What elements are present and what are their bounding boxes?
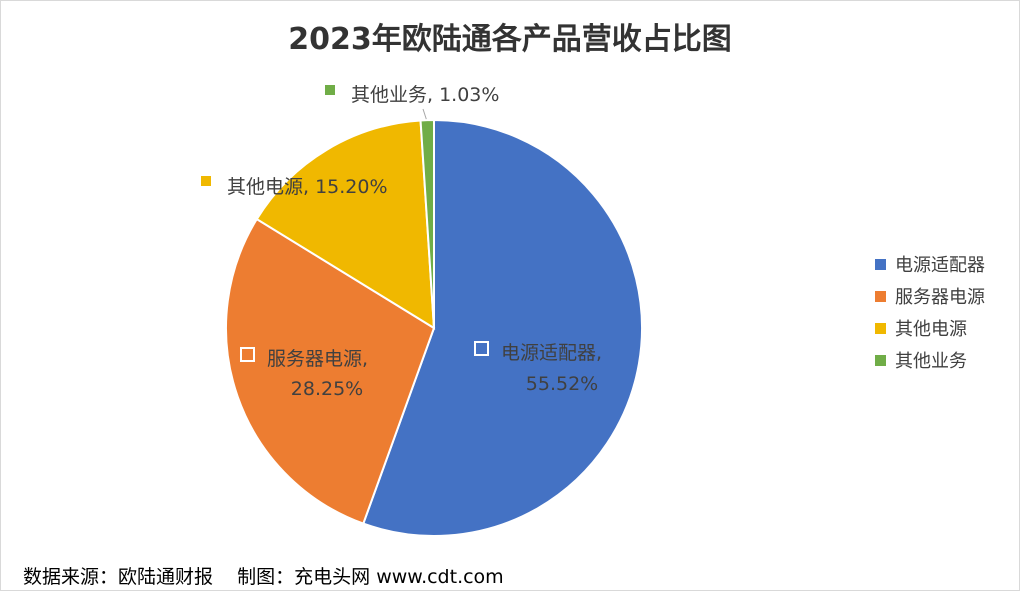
data-label-other-business: 其他业务, 1.03% (325, 84, 499, 106)
data-labels: 电源适配器, 55.52% 服务器电源, 28.25% 其他电源, 15.20% 其他业务… (201, 84, 602, 400)
legend-label: 其他电源 (895, 319, 967, 340)
pie-slice-server-power (225, 217, 436, 525)
legend-swatch (875, 355, 886, 366)
legend-item-other-business: 其他业务 (875, 351, 967, 372)
pie-slice-power-adapter (362, 118, 643, 537)
data-label-value: 55.52% (526, 373, 598, 395)
legend-item-server-power: 服务器电源 (875, 287, 985, 308)
data-label-key-other-power (201, 176, 211, 186)
legend-label: 电源适配器 (895, 255, 985, 276)
legend-swatch (875, 259, 886, 270)
legend-label: 服务器电源 (895, 287, 985, 308)
legend-item-other-power: 其他电源 (875, 319, 967, 340)
legend-swatch (875, 323, 886, 334)
pie-slice-other-business (419, 118, 435, 329)
data-label-power-adapter: 电源适配器, 55.52% (474, 341, 602, 395)
legend-item-power-adapter: 电源适配器 (875, 255, 985, 276)
data-label-key-power-adapter (474, 341, 489, 356)
data-label-key-server-power (240, 347, 255, 362)
chart-title: 2023年欧陆通各产品营收占比图 (288, 22, 732, 57)
pie-slice-other-power (255, 119, 436, 330)
data-label-text: 其他电源, 15.20% (227, 176, 388, 198)
leader-line-other-business (422, 108, 427, 120)
data-label-text: 其他业务, 1.03% (351, 84, 499, 106)
data-label-category: 服务器电源, (267, 348, 368, 370)
source-note: 数据来源：欧陆通财报 制图：充电头网 www.cdt.com (23, 566, 504, 588)
data-label-value: 28.25% (291, 378, 363, 400)
data-label-category: 电源适配器, (501, 342, 602, 364)
legend-swatch (875, 291, 886, 302)
data-label-other-power: 其他电源, 15.20% (201, 176, 388, 198)
pie-slices (225, 118, 643, 537)
data-label-key-other-business (325, 85, 335, 95)
data-label-server-power: 服务器电源, 28.25% (240, 347, 368, 400)
legend-label: 其他业务 (895, 351, 967, 372)
leader-lines (422, 108, 427, 120)
